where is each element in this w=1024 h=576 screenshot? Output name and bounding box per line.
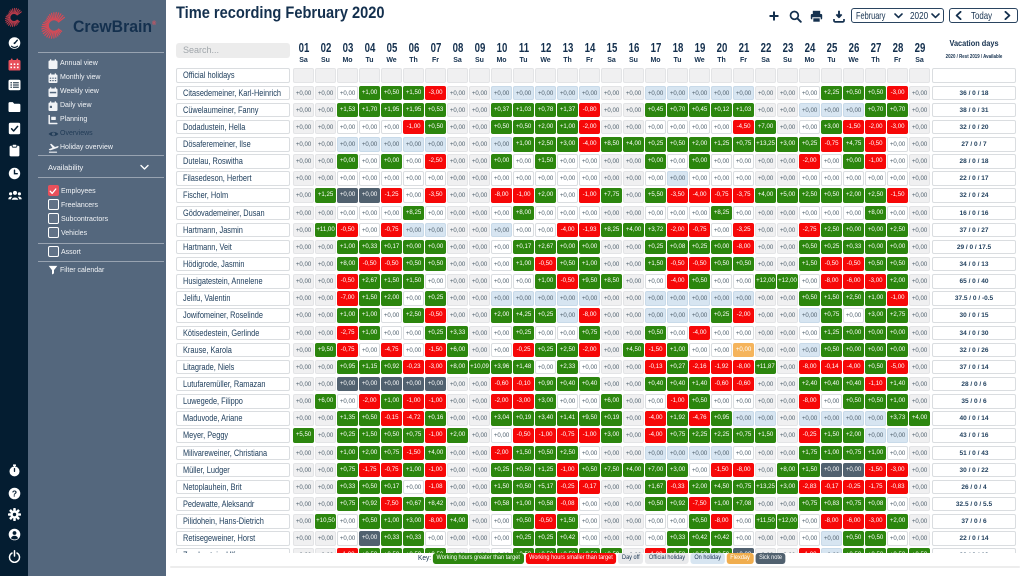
svg-text:?: ? (11, 488, 16, 498)
